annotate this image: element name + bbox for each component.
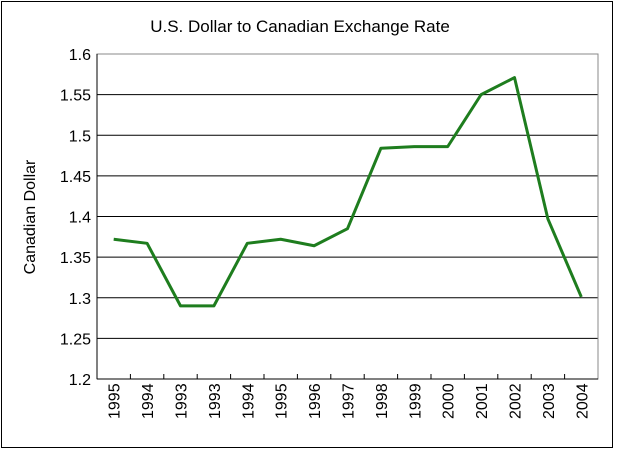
- y-tick-label: 1.45: [60, 169, 91, 186]
- x-tick-label: 1993: [207, 383, 224, 419]
- x-tick-label: 1994: [140, 383, 157, 419]
- y-axis-label: Canadian Dollar: [22, 159, 39, 274]
- x-tick-label: 1996: [307, 383, 324, 419]
- x-tick-label: 1997: [341, 383, 358, 419]
- chart-title: U.S. Dollar to Canadian Exchange Rate: [150, 17, 450, 36]
- x-tick-label: 1994: [240, 383, 257, 419]
- x-tick-label: 1998: [374, 383, 391, 419]
- x-tick-label: 2002: [508, 383, 525, 419]
- y-tick-label: 1.5: [69, 128, 91, 145]
- x-tick-label: 2003: [541, 383, 558, 419]
- y-tick-label: 1.25: [60, 331, 91, 348]
- y-tick-label: 1.2: [69, 372, 91, 389]
- x-tick-label: 2000: [441, 383, 458, 419]
- x-tick-label: 1995: [274, 383, 291, 419]
- x-tick-label: 1993: [174, 383, 191, 419]
- series-line: [113, 76, 583, 308]
- y-tick-label: 1.6: [69, 47, 91, 64]
- x-tick-label: 1999: [407, 383, 424, 419]
- x-tick-label: 2004: [574, 383, 591, 419]
- x-tick-label: 1995: [107, 383, 124, 419]
- y-tick-label: 1.55: [60, 88, 91, 105]
- y-tick-label: 1.35: [60, 250, 91, 267]
- y-tick-label: 1.4: [69, 210, 91, 227]
- y-tick-label: 1.3: [69, 291, 91, 308]
- x-tick-label: 2001: [474, 383, 491, 419]
